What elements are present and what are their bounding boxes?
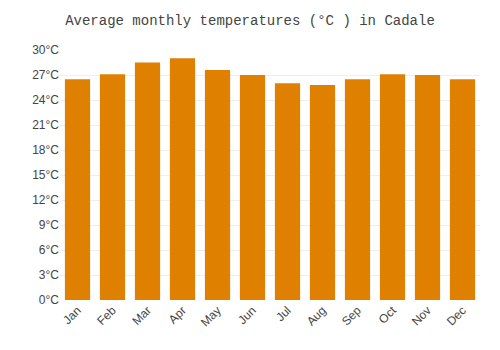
svg-text:Oct: Oct xyxy=(376,303,400,327)
svg-text:Dec: Dec xyxy=(444,303,469,328)
svg-text:Jun: Jun xyxy=(235,303,259,327)
svg-text:15°C: 15°C xyxy=(32,168,59,182)
svg-text:Sep: Sep xyxy=(339,303,364,328)
svg-text:12°C: 12°C xyxy=(32,193,59,207)
svg-text:Mar: Mar xyxy=(129,303,154,328)
svg-text:0°C: 0°C xyxy=(39,293,59,307)
svg-text:9°C: 9°C xyxy=(39,218,59,232)
svg-text:27°C: 27°C xyxy=(32,68,59,82)
svg-text:Nov: Nov xyxy=(409,303,434,328)
svg-text:24°C: 24°C xyxy=(32,93,59,107)
svg-text:6°C: 6°C xyxy=(39,243,59,257)
svg-text:Jul: Jul xyxy=(273,303,294,324)
svg-text:Average monthly temperatures (: Average monthly temperatures (°C ) in Ca… xyxy=(65,13,435,29)
svg-text:18°C: 18°C xyxy=(32,143,59,157)
svg-text:May: May xyxy=(198,303,224,329)
svg-text:Feb: Feb xyxy=(94,303,119,328)
svg-text:Aug: Aug xyxy=(304,303,329,328)
svg-text:30°C: 30°C xyxy=(32,43,59,57)
svg-text:Jan: Jan xyxy=(60,303,84,327)
svg-text:3°C: 3°C xyxy=(39,268,59,282)
svg-text:21°C: 21°C xyxy=(32,118,59,132)
svg-text:Apr: Apr xyxy=(166,303,189,326)
